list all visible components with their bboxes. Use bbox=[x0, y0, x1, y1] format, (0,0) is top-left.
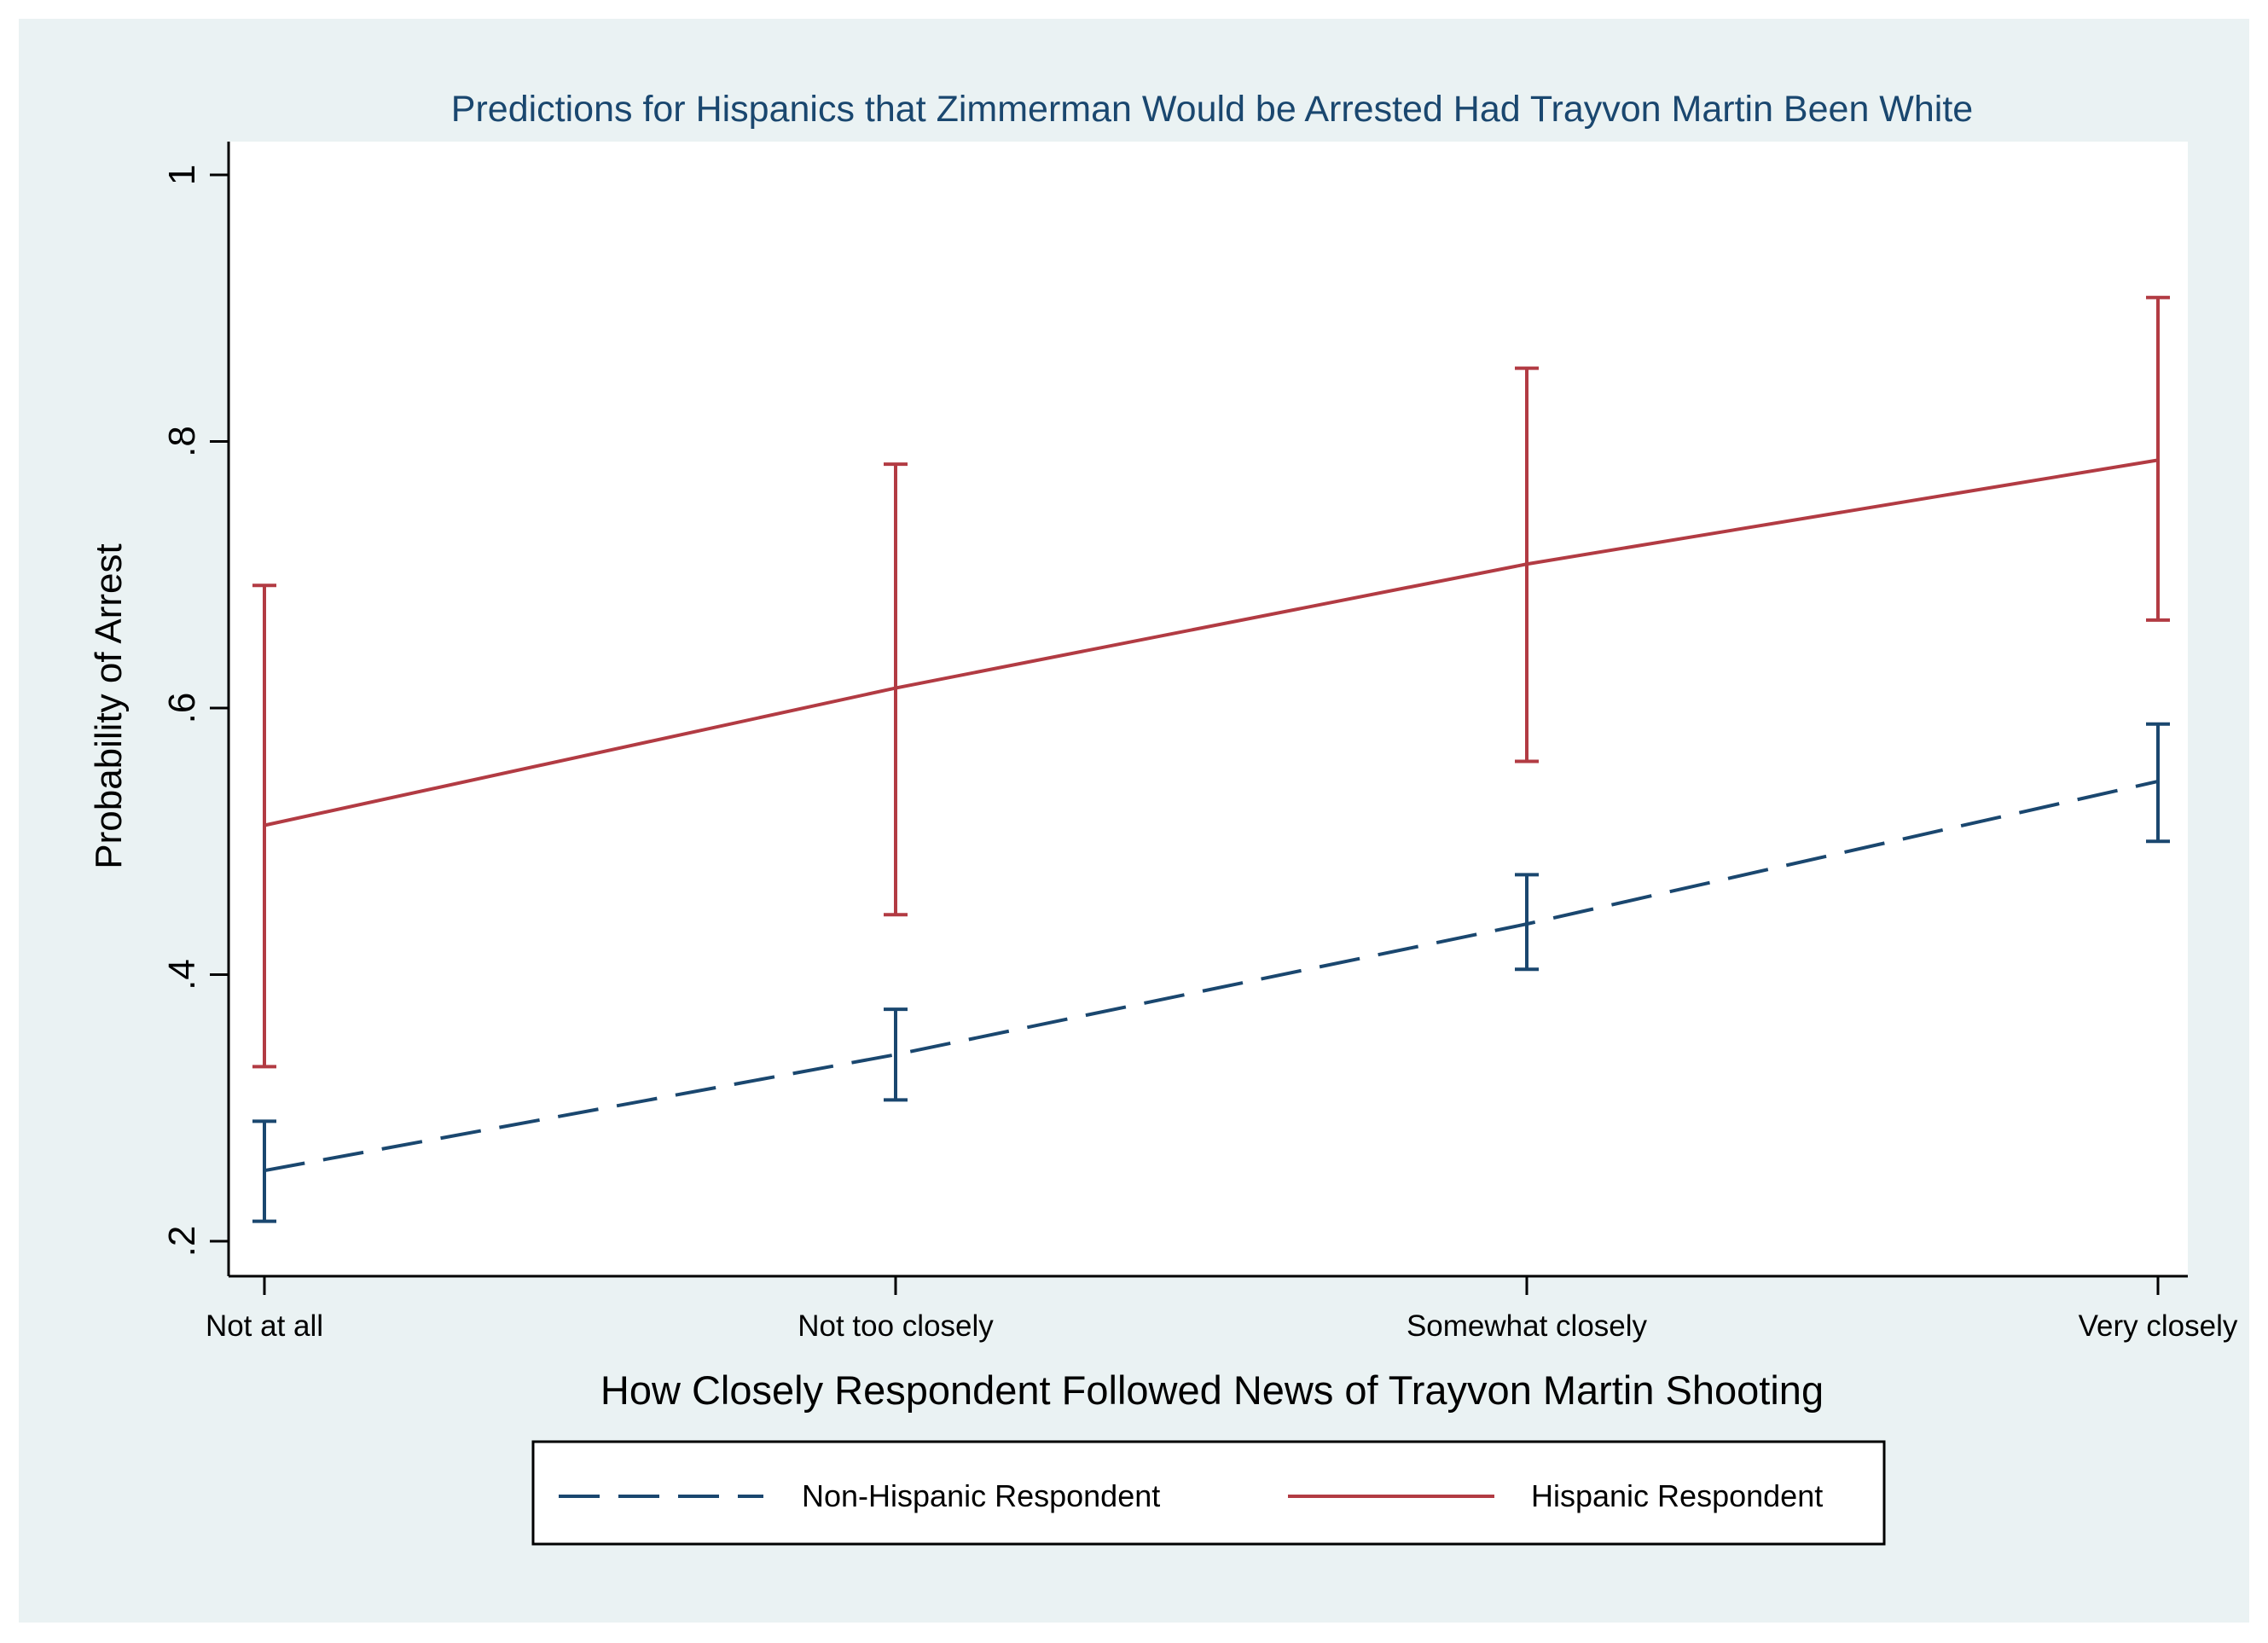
y-tick-label: .4 bbox=[161, 959, 203, 990]
y-tick-label: 1 bbox=[161, 165, 203, 185]
series-line-non-hispanic bbox=[264, 779, 2159, 1173]
error-bar-non-hispanic bbox=[252, 1119, 276, 1223]
x-tick-label: Somewhat closely bbox=[1407, 1309, 1648, 1343]
x-tick-label: Not too closely bbox=[798, 1309, 994, 1343]
legend-box bbox=[531, 1440, 1886, 1546]
x-axis-title: How Closely Respondent Followed News of … bbox=[600, 1367, 1824, 1413]
y-axis: .2 .4 .6 .8 1 bbox=[161, 142, 230, 1276]
error-bar-hispanic bbox=[2146, 295, 2170, 622]
legend-label-non-hispanic: Non-Hispanic Respondent bbox=[802, 1478, 1160, 1513]
legend: Non-Hispanic Respondent Hispanic Respond… bbox=[531, 1440, 1886, 1546]
error-bar-hispanic bbox=[252, 583, 276, 1069]
legend-label-hispanic: Hispanic Respondent bbox=[1531, 1478, 1823, 1513]
x-tick-label: Not at all bbox=[206, 1309, 323, 1343]
series-layer bbox=[252, 295, 2170, 1223]
error-bar-hispanic bbox=[884, 462, 908, 917]
y-axis-title: Probability of Arrest bbox=[88, 543, 130, 869]
chart-title: Predictions for Hispanics that Zimmerman… bbox=[451, 89, 1973, 130]
plot-area bbox=[229, 142, 2188, 1276]
y-tick-label: .2 bbox=[161, 1226, 203, 1257]
x-tick-label: Very closely bbox=[2079, 1309, 2238, 1343]
x-axis: Not at all Not too closely Somewhat closel… bbox=[206, 1274, 2238, 1343]
error-bar-non-hispanic bbox=[884, 1007, 908, 1102]
y-tick-label: .8 bbox=[161, 426, 203, 457]
error-bar-non-hispanic bbox=[2146, 722, 2170, 844]
series-line-hispanic bbox=[264, 458, 2159, 827]
error-bar-hispanic bbox=[1515, 366, 1539, 763]
y-tick-label: .6 bbox=[161, 693, 203, 724]
error-bar-non-hispanic bbox=[1515, 873, 1539, 972]
